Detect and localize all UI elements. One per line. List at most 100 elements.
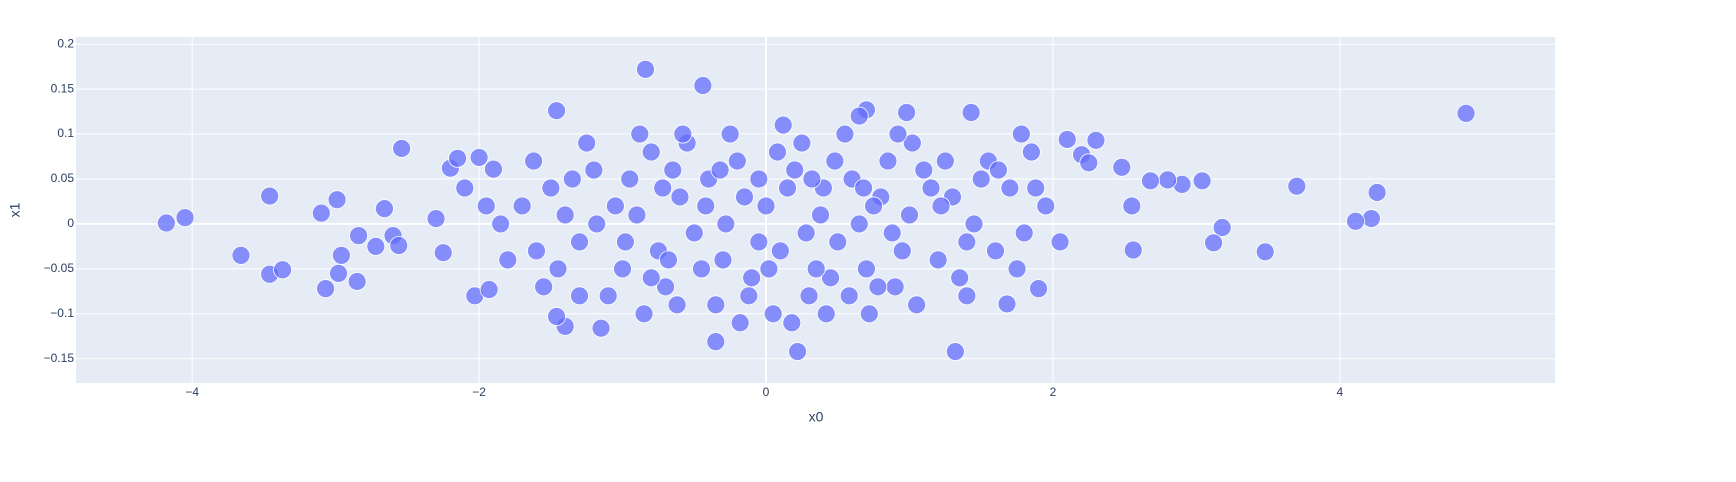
point [782, 313, 802, 333]
y-axis-title: x1 [7, 202, 23, 217]
point [756, 196, 776, 216]
point [742, 268, 762, 288]
y-tick-label: 0.2 [57, 36, 74, 50]
point [1057, 130, 1077, 149]
point [716, 214, 736, 234]
point [641, 142, 661, 162]
y-tick-label: 0.05 [51, 171, 75, 185]
point [931, 196, 951, 216]
point [616, 232, 635, 252]
point [816, 304, 836, 324]
point [476, 196, 496, 216]
point [835, 124, 855, 144]
point [667, 295, 687, 315]
point [1122, 196, 1142, 216]
y-tick-label: −0.15 [44, 351, 75, 365]
point [484, 159, 503, 179]
point [524, 151, 544, 171]
point [921, 178, 941, 198]
point [859, 304, 879, 324]
point [796, 223, 816, 243]
point [547, 101, 566, 121]
point [802, 169, 822, 189]
y-tick-label: −0.1 [50, 306, 74, 320]
point [469, 148, 489, 167]
point [1255, 242, 1275, 262]
point [950, 268, 970, 288]
points [156, 59, 1476, 361]
point [634, 304, 654, 324]
point [971, 169, 991, 189]
point [175, 208, 195, 228]
point [311, 203, 331, 223]
point [730, 313, 750, 333]
point [935, 151, 955, 171]
point [892, 241, 912, 261]
point [584, 160, 604, 180]
point [735, 187, 754, 207]
point [547, 307, 566, 326]
point [839, 286, 859, 306]
point [986, 241, 1005, 261]
point [656, 277, 675, 297]
point [900, 205, 919, 225]
point [1346, 211, 1366, 231]
point [1287, 176, 1307, 196]
point [455, 178, 475, 198]
point [347, 272, 367, 291]
point [914, 160, 934, 180]
point [1026, 178, 1046, 198]
point [1361, 209, 1381, 228]
point [878, 151, 898, 171]
point [696, 196, 716, 216]
point [1036, 196, 1056, 216]
point [389, 236, 409, 255]
point [849, 214, 869, 234]
point [888, 124, 908, 144]
point [260, 186, 280, 206]
point [778, 178, 797, 198]
point [1158, 170, 1178, 190]
y-tick-label: −0.05 [44, 261, 75, 275]
point [448, 148, 467, 168]
labels: −4 −2 0 2 4 −0.15 −0.1 −0.05 0 0.05 0.1 0.15 0.2 [44, 36, 1344, 399]
point [498, 250, 518, 270]
point [329, 263, 348, 283]
point [1212, 218, 1232, 237]
point [433, 243, 453, 263]
point [659, 250, 678, 270]
point [864, 196, 883, 216]
point [693, 76, 713, 95]
point [1021, 142, 1041, 162]
point [1007, 259, 1027, 279]
point [773, 115, 793, 135]
point [491, 214, 511, 234]
point [670, 187, 690, 207]
point [806, 259, 826, 279]
x-tick-label: 4 [1336, 385, 1343, 399]
x-tick-label: 2 [1050, 385, 1057, 399]
point [479, 280, 499, 299]
point [768, 142, 787, 162]
point [749, 169, 769, 189]
point [548, 259, 568, 279]
point [821, 268, 840, 288]
point [885, 277, 905, 297]
point [997, 294, 1017, 314]
point [349, 226, 369, 246]
point [825, 151, 845, 171]
point [641, 268, 661, 288]
point [1000, 178, 1020, 198]
point [426, 209, 446, 228]
x-tick-label: −2 [472, 385, 486, 399]
point [849, 106, 869, 126]
y-tick-label: 0.15 [51, 81, 75, 95]
point [770, 241, 790, 261]
point [763, 304, 783, 324]
point [857, 259, 876, 279]
x-tick-label: −4 [185, 385, 199, 399]
point [1014, 223, 1034, 243]
point [706, 332, 726, 352]
point [759, 259, 779, 279]
point [156, 213, 176, 233]
